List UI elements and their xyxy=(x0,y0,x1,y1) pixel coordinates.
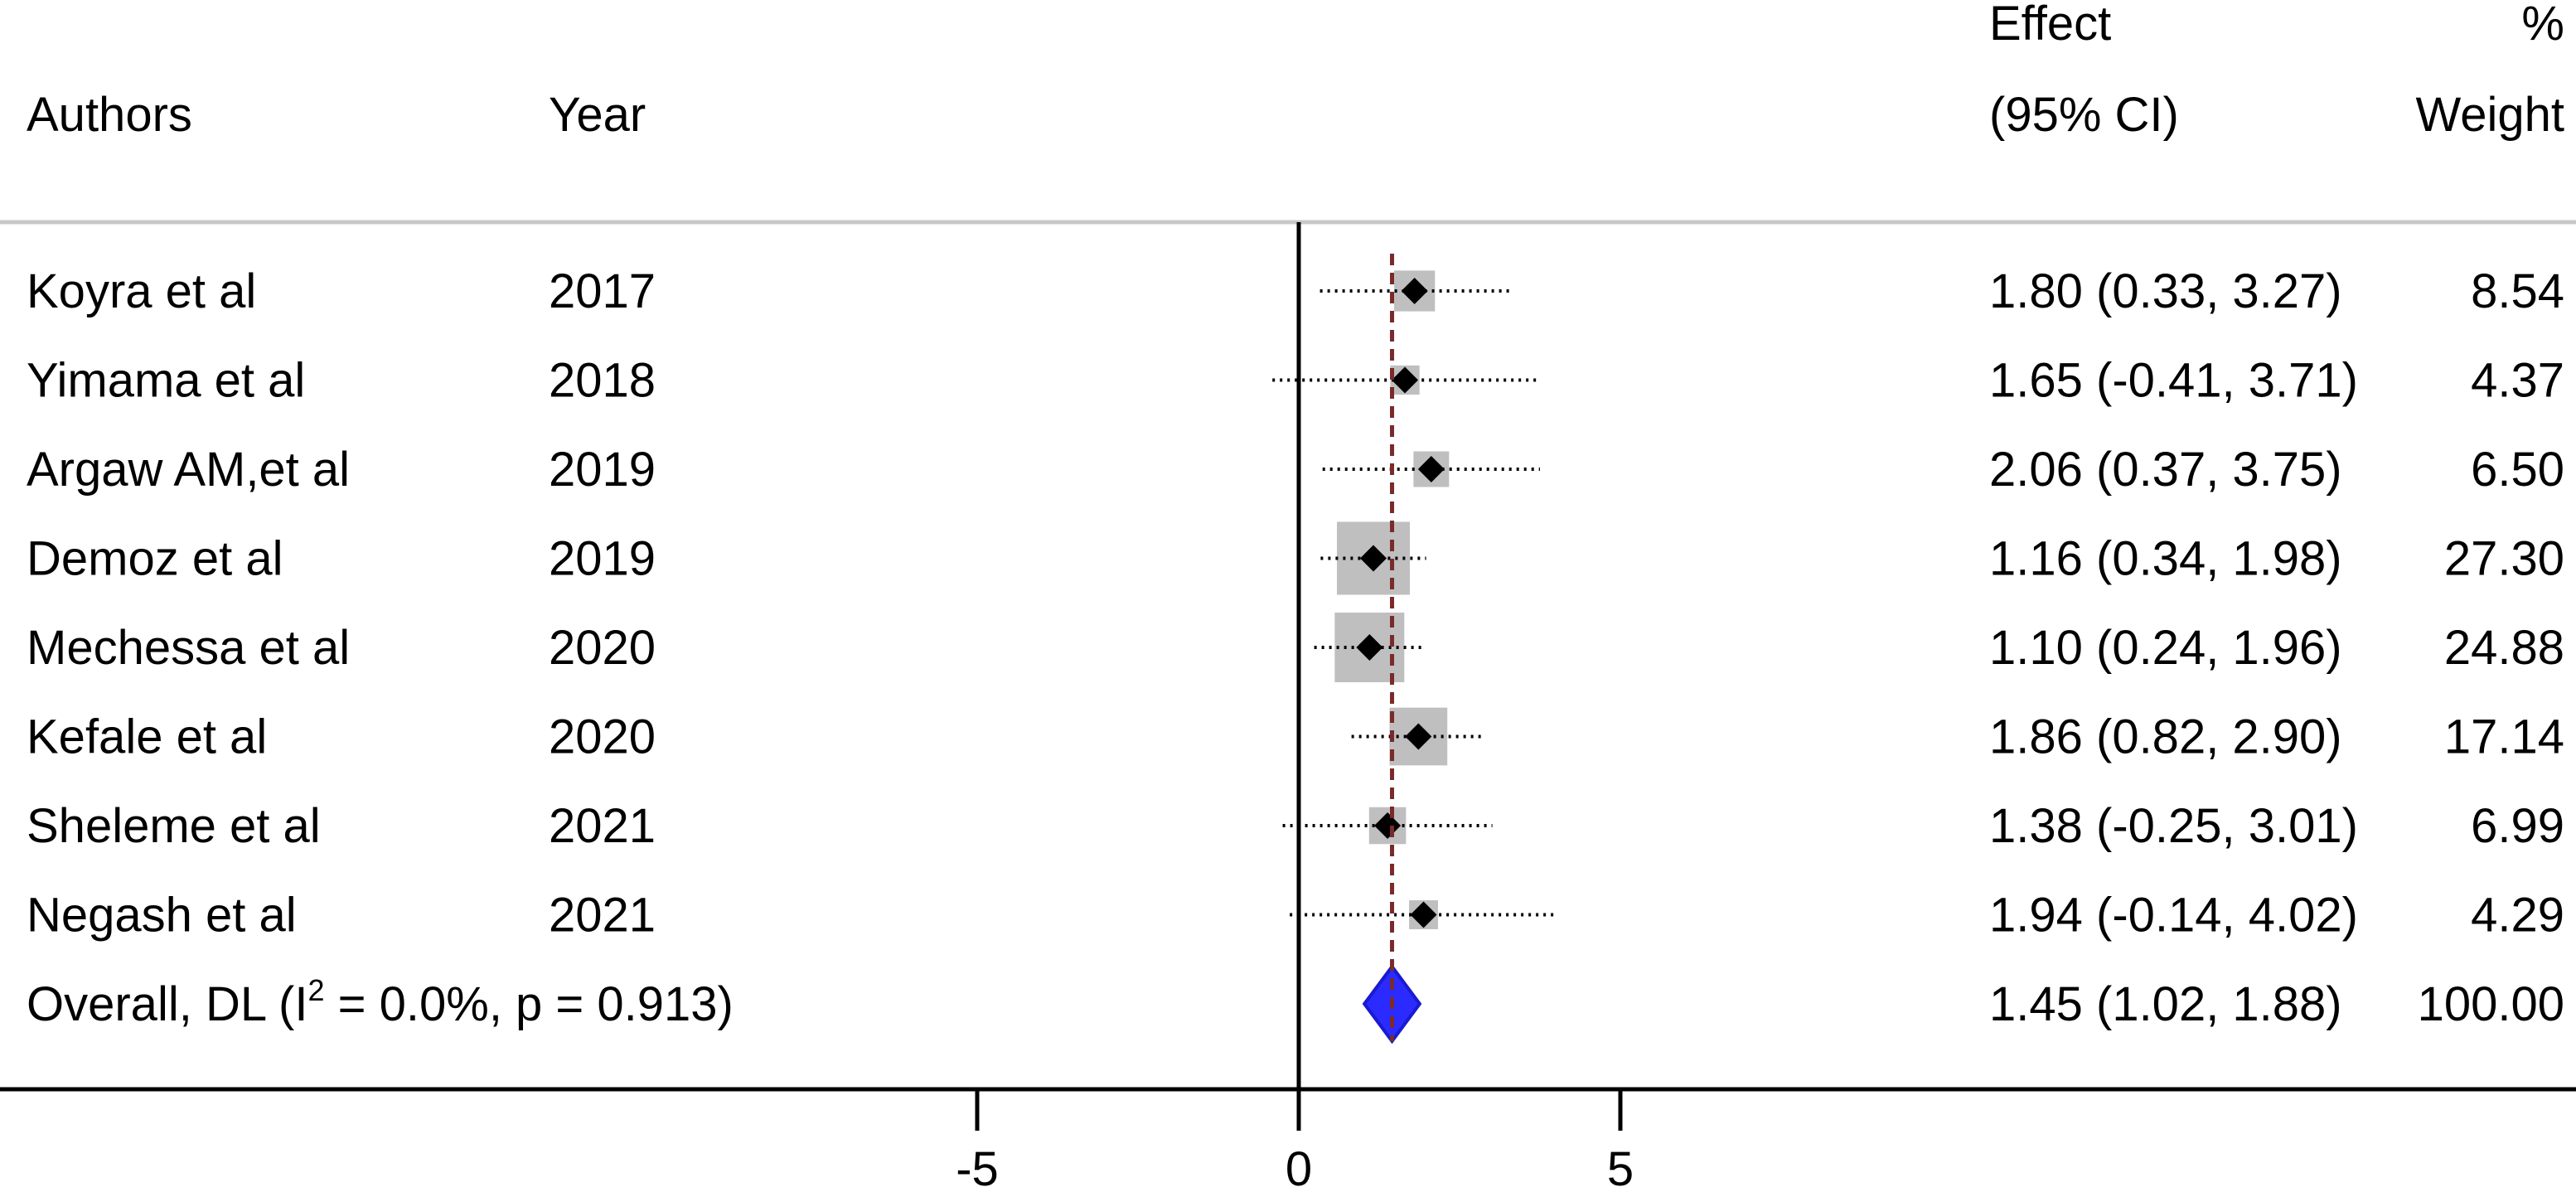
study-author: Yimama et al xyxy=(27,354,305,408)
x-tick-label: -5 xyxy=(956,1142,999,1196)
effect-ci-label: 1.80 (0.33, 3.27) xyxy=(1989,264,2342,318)
weight-label: 4.29 xyxy=(2471,889,2564,943)
effect-ci-label: 1.10 (0.24, 1.96) xyxy=(1989,621,2342,675)
weight-label: 8.54 xyxy=(2471,264,2564,318)
weight-header-line1: % xyxy=(2521,0,2564,51)
overall-effect-ci-label: 1.45 (1.02, 1.88) xyxy=(1989,977,2342,1031)
point-estimate xyxy=(1410,901,1437,928)
effect-ci-label: 1.65 (-0.41, 3.71) xyxy=(1989,354,2358,408)
effect-ci-label: 1.16 (0.34, 1.98) xyxy=(1989,532,2342,586)
study-year: 2019 xyxy=(549,532,656,586)
x-tick-label: 0 xyxy=(1286,1142,1312,1196)
weight-label: 6.50 xyxy=(2471,443,2564,497)
study-author: Sheleme et al xyxy=(27,799,321,853)
study-year: 2020 xyxy=(549,621,656,675)
weight-label: 24.88 xyxy=(2444,621,2564,675)
x-tick-label: 5 xyxy=(1607,1142,1634,1196)
weight-label: 6.99 xyxy=(2471,799,2564,853)
study-author: Negash et al xyxy=(27,889,297,943)
study-rows: Koyra et al 2017 1.80 (0.33, 3.27) 8.54 Yima… xyxy=(27,264,2564,943)
study-row: Kefale et al 2020 1.86 (0.82, 2.90) 17.14 xyxy=(27,707,2564,766)
effect-ci-label: 1.38 (-0.25, 3.01) xyxy=(1989,799,2358,853)
study-row: Argaw AM,et al 2019 2.06 (0.37, 3.75) 6.50 xyxy=(27,443,2564,497)
effect-header-line2: (95% CI) xyxy=(1989,88,2179,142)
point-estimate xyxy=(1392,366,1419,394)
study-author: Argaw AM,et al xyxy=(27,443,350,497)
study-year: 2020 xyxy=(549,710,656,764)
overall-row: Overall, DL (I2 = 0.0%, p = 0.913) 1.45 (… xyxy=(27,963,2564,1044)
weight-header-line2: Weight xyxy=(2416,88,2564,142)
study-row: Koyra et al 2017 1.80 (0.33, 3.27) 8.54 xyxy=(27,264,2564,318)
study-year: 2017 xyxy=(549,264,656,318)
point-estimate xyxy=(1374,812,1402,839)
study-year: 2021 xyxy=(549,889,656,943)
year-header: Year xyxy=(549,88,646,142)
study-year: 2018 xyxy=(549,354,656,408)
effect-ci-label: 2.06 (0.37, 3.75) xyxy=(1989,443,2342,497)
study-year: 2021 xyxy=(549,799,656,853)
point-estimate xyxy=(1405,723,1432,750)
authors-header: Authors xyxy=(27,88,192,142)
overall-weight-label: 100.00 xyxy=(2418,977,2564,1031)
study-row: Negash et al 2021 1.94 (-0.14, 4.02) 4.29 xyxy=(27,889,2564,943)
study-author: Mechessa et al xyxy=(27,621,350,675)
weight-label: 17.14 xyxy=(2444,710,2564,764)
study-row: Mechessa et al 2020 1.10 (0.24, 1.96) 24.88 xyxy=(27,612,2564,683)
study-row: Yimama et al 2018 1.65 (-0.41, 3.71) 4.37 xyxy=(27,354,2564,408)
effect-ci-label: 1.86 (0.82, 2.90) xyxy=(1989,710,2342,764)
study-author: Koyra et al xyxy=(27,264,256,318)
point-estimate xyxy=(1360,545,1387,572)
point-estimate xyxy=(1356,634,1383,661)
weight-label: 4.37 xyxy=(2471,354,2564,408)
study-year: 2019 xyxy=(549,443,656,497)
point-estimate xyxy=(1401,278,1428,304)
study-row: Demoz et al 2019 1.16 (0.34, 1.98) 27.30 xyxy=(27,521,2564,595)
study-author: Kefale et al xyxy=(27,710,267,764)
effect-header-line1: Effect xyxy=(1989,0,2111,51)
study-row: Sheleme et al 2021 1.38 (-0.25, 3.01) 6.99 xyxy=(27,799,2564,853)
weight-label: 27.30 xyxy=(2444,532,2564,586)
table-header: Authors Year Effect (95% CI) % Weight xyxy=(27,0,2564,142)
study-author: Demoz et al xyxy=(27,532,283,586)
point-estimate xyxy=(1417,456,1445,482)
x-axis: -5 0 5 xyxy=(956,1089,1634,1196)
overall-label: Overall, DL (I2 = 0.0%, p = 0.913) xyxy=(27,973,734,1031)
effect-ci-label: 1.94 (-0.14, 4.02) xyxy=(1989,889,2358,943)
